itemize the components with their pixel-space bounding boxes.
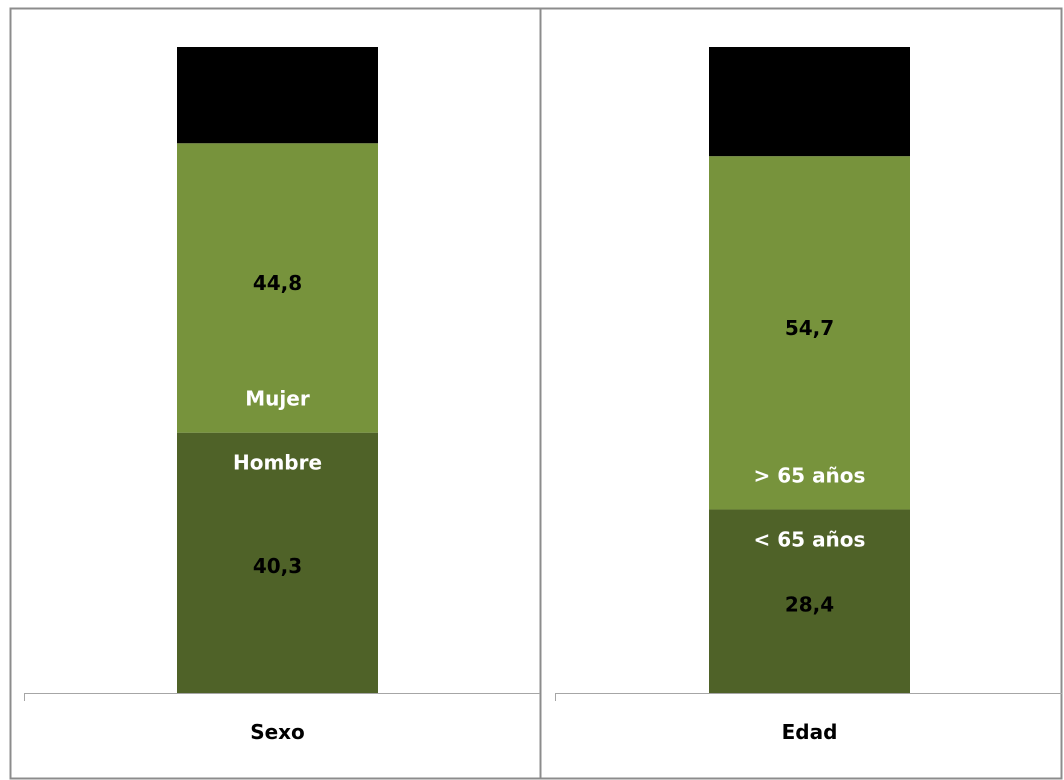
- series-label: < 65 años: [754, 528, 866, 552]
- series-label: Hombre: [233, 451, 322, 475]
- data-label: 40,3: [253, 554, 302, 578]
- bar-segment-mujer: [177, 143, 378, 433]
- data-label: 54,7: [785, 316, 834, 340]
- data-label: 44,8: [253, 271, 302, 295]
- plot-frame: [9, 7, 1063, 780]
- series-label: > 65 años: [754, 464, 866, 488]
- bar-segment-hombre: [177, 432, 378, 693]
- bar-segment-remainder: [709, 47, 910, 157]
- x-tick-label: Sexo: [250, 720, 305, 744]
- bar-segment-remainder: [177, 47, 378, 144]
- data-label: 28,4: [785, 592, 834, 616]
- bar-segment-65-a-os: [709, 156, 910, 510]
- bar-segment-65-a-os: [709, 509, 910, 693]
- x-tick-label: Edad: [782, 720, 838, 744]
- series-label: Mujer: [245, 387, 310, 411]
